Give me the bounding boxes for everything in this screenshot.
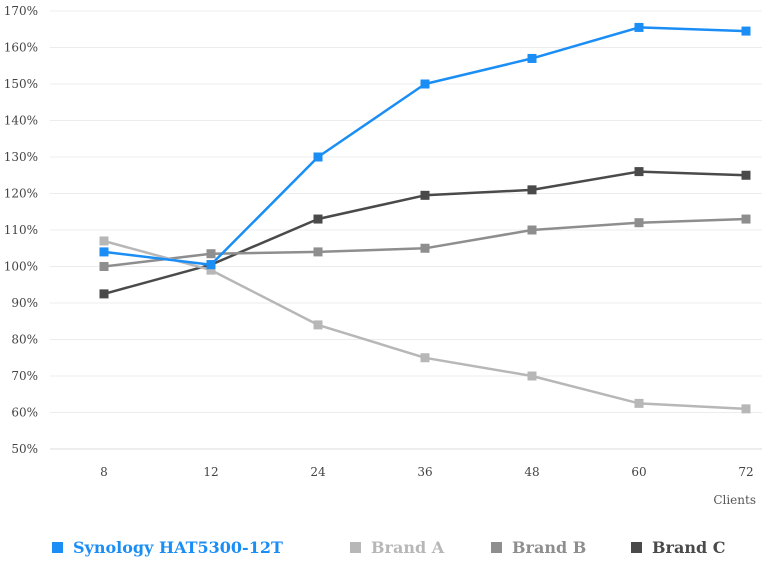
- legend-swatch: [631, 542, 642, 553]
- y-tick-label: 50%: [11, 442, 38, 456]
- series-brand-a: [99, 236, 751, 414]
- legend-swatch: [491, 542, 502, 553]
- data-point[interactable]: [99, 262, 109, 271]
- legend: Synology HAT5300-12T Brand A Brand B Brand …: [0, 538, 769, 564]
- data-point[interactable]: [420, 79, 430, 89]
- data-point[interactable]: [741, 404, 751, 414]
- y-axis-ticks: 50% 60% 70% 80% 90% 100% 110% 120% 130% 140% 150% 1…: [4, 4, 38, 456]
- y-tick-label: 110%: [4, 223, 38, 237]
- data-point[interactable]: [99, 289, 109, 299]
- y-tick-label: 100%: [4, 260, 38, 274]
- data-point[interactable]: [206, 260, 216, 270]
- legend-item[interactable]: Brand B: [491, 538, 586, 557]
- series-brand-c: [99, 167, 751, 299]
- data-point[interactable]: [313, 320, 323, 330]
- data-point[interactable]: [634, 22, 644, 32]
- legend-item[interactable]: Brand A: [350, 538, 444, 557]
- data-point[interactable]: [634, 218, 644, 228]
- y-tick-label: 130%: [4, 150, 38, 164]
- data-point[interactable]: [741, 214, 751, 224]
- y-tick-label: 160%: [4, 41, 38, 55]
- data-point[interactable]: [527, 225, 537, 235]
- legend-label: Brand A: [371, 538, 445, 557]
- data-point[interactable]: [634, 167, 644, 177]
- data-point[interactable]: [420, 243, 430, 253]
- data-point[interactable]: [313, 152, 323, 162]
- data-point[interactable]: [634, 398, 644, 408]
- series-brand-b: [99, 214, 751, 271]
- data-point[interactable]: [420, 353, 430, 363]
- y-tick-label: 70%: [11, 369, 38, 383]
- x-tick-label: 8: [100, 465, 108, 479]
- legend-label: Brand B: [512, 538, 587, 557]
- line-chart: 50% 60% 70% 80% 90% 100% 110% 120% 130% 140% 150% 1…: [4, 4, 762, 507]
- x-axis-ticks: 8 12 24 36 48 60 72: [100, 465, 753, 479]
- x-axis-title: Clients: [713, 493, 756, 507]
- y-tick-label: 60%: [11, 406, 38, 420]
- y-tick-label: 80%: [11, 333, 38, 347]
- data-point[interactable]: [99, 247, 109, 257]
- data-point[interactable]: [313, 247, 323, 257]
- data-point[interactable]: [313, 214, 323, 224]
- legend-item[interactable]: Brand C: [631, 538, 725, 557]
- x-tick-label: 48: [524, 465, 539, 479]
- x-tick-label: 24: [310, 465, 326, 479]
- series-layer: [99, 22, 751, 414]
- data-point[interactable]: [99, 236, 109, 246]
- legend-swatch: [350, 542, 361, 553]
- legend-item[interactable]: Synology HAT5300-12T: [52, 538, 283, 557]
- series-synology-hat5300-12t: [99, 22, 751, 270]
- y-tick-label: 90%: [11, 296, 38, 310]
- data-point[interactable]: [420, 190, 430, 200]
- data-point[interactable]: [527, 185, 537, 195]
- series-line: [103, 26, 747, 266]
- series-line: [103, 217, 747, 268]
- y-tick-label: 140%: [4, 114, 38, 128]
- x-tick-label: 60: [631, 465, 646, 479]
- y-tick-label: 150%: [4, 77, 38, 91]
- grid-lines: [50, 10, 762, 450]
- legend-label: Synology HAT5300-12T: [73, 538, 283, 557]
- y-tick-label: 120%: [4, 187, 38, 201]
- x-tick-label: 36: [417, 465, 432, 479]
- data-point[interactable]: [527, 53, 537, 63]
- x-tick-label: 72: [738, 465, 753, 479]
- data-point[interactable]: [741, 170, 751, 180]
- data-point[interactable]: [206, 249, 216, 259]
- legend-label: Brand C: [652, 538, 726, 557]
- legend-swatch: [52, 542, 63, 553]
- series-line: [103, 170, 747, 296]
- data-point[interactable]: [206, 265, 216, 275]
- data-point[interactable]: [527, 371, 537, 381]
- y-tick-label: 170%: [4, 4, 38, 18]
- data-point[interactable]: [741, 26, 751, 36]
- x-tick-label: 12: [203, 465, 218, 479]
